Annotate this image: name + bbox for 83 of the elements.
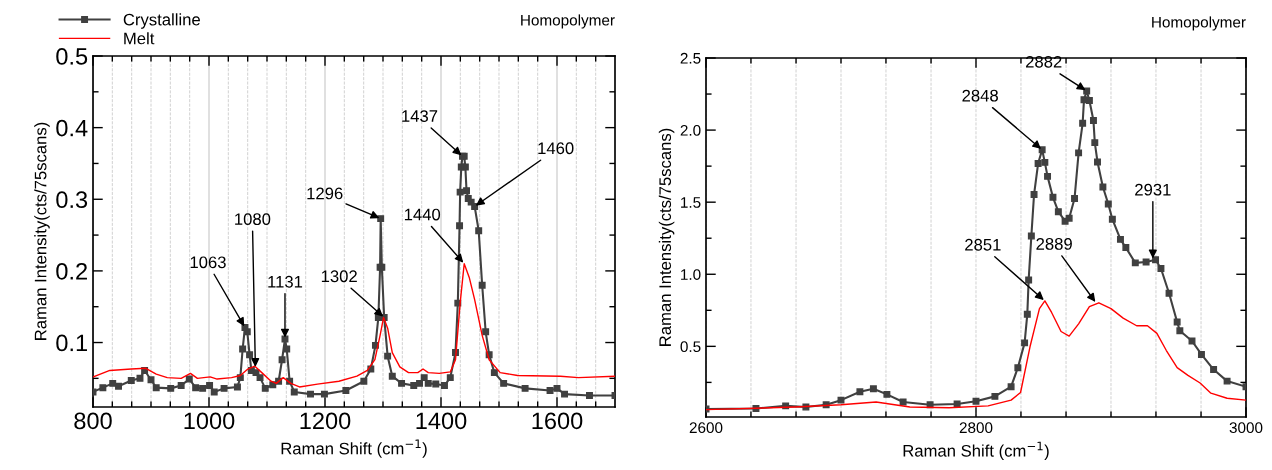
point <box>1223 377 1231 385</box>
y-axis-title: Raman Intensity(cts/75scans) <box>658 128 675 346</box>
point <box>1025 276 1033 284</box>
point <box>1122 244 1130 252</box>
point <box>1054 208 1062 216</box>
point <box>1176 327 1184 335</box>
annotation: 2931 <box>1135 183 1171 196</box>
point <box>972 397 980 405</box>
point <box>991 392 999 400</box>
point <box>1044 172 1052 180</box>
y-tick-label: 0.3 <box>56 191 88 209</box>
point <box>1089 117 1097 125</box>
point <box>1030 191 1038 199</box>
point <box>1142 258 1150 266</box>
point <box>1021 339 1029 347</box>
point <box>1071 194 1079 202</box>
annotation: 1131 <box>268 275 303 288</box>
x-tick-label: 1400 <box>416 412 467 430</box>
annotation: 1460 <box>538 142 574 155</box>
point <box>1131 259 1139 267</box>
point <box>899 398 907 406</box>
y-tick-label: 0.2 <box>56 262 87 280</box>
y-tick-label: 0.4 <box>56 119 88 137</box>
annotation: 2848 <box>962 89 998 102</box>
point <box>1094 158 1101 166</box>
x-tick-label: 1600 <box>532 412 583 430</box>
point <box>1014 364 1022 372</box>
y-tick-label: 2.5 <box>680 52 701 64</box>
point <box>1157 265 1165 272</box>
point <box>837 396 845 404</box>
y-tick-label: 0.5 <box>56 48 88 65</box>
point <box>1165 289 1173 297</box>
annotation: 1296 <box>307 187 343 200</box>
legend-label: Crystalline <box>123 13 200 29</box>
annotation: 1063 <box>190 256 226 269</box>
y-axis-title: Raman Intensity(cts/75scans) <box>34 122 50 340</box>
point <box>1152 256 1160 264</box>
point <box>1007 383 1015 391</box>
annotation: 1437 <box>402 110 438 122</box>
point <box>1091 139 1099 147</box>
x-tick-label: 1000 <box>184 412 235 430</box>
point <box>1049 193 1057 201</box>
point <box>1108 215 1116 223</box>
x-tick-label: 2600 <box>689 422 723 434</box>
point <box>883 390 891 398</box>
point <box>1085 97 1093 105</box>
annotation: 2889 <box>1036 238 1072 250</box>
point <box>1065 214 1073 222</box>
annotation: 2882 <box>1026 55 1062 68</box>
point <box>1023 310 1031 318</box>
point <box>1210 366 1218 374</box>
annotation: 2851 <box>965 238 1001 251</box>
annotation: 1302 <box>321 270 357 283</box>
point <box>953 400 961 408</box>
y-tick-label: 2.0 <box>680 124 701 136</box>
point <box>1197 350 1205 358</box>
point <box>1116 235 1124 243</box>
x-axis-title: Raman Shift (cm$^{−1}$) <box>903 441 1049 460</box>
annotation: 1440 <box>404 208 441 221</box>
point <box>1041 158 1049 166</box>
point <box>1027 232 1035 240</box>
annotation: 1080 <box>235 213 271 226</box>
y-tick-label: 1.0 <box>681 269 701 280</box>
legend-label: Melt <box>124 32 155 45</box>
point <box>1099 183 1107 191</box>
point <box>1173 318 1181 326</box>
chart-title: Homopolymer <box>521 14 615 29</box>
chart-title: Homopolymer <box>1152 16 1246 31</box>
x-tick-label: 800 <box>74 412 112 430</box>
x-axis-title: Raman Shift (cm$^{−1}$) <box>281 439 427 458</box>
point <box>856 388 864 396</box>
point <box>1075 149 1083 157</box>
x-tick-label: 2800 <box>959 422 993 434</box>
point <box>1079 119 1087 127</box>
y-tick-label: 0.5 <box>680 341 701 353</box>
point <box>1038 146 1046 154</box>
point <box>1034 160 1042 168</box>
y-tick-label: 0.1 <box>56 334 87 352</box>
point <box>869 385 877 393</box>
y-tick-label: 1.5 <box>681 197 701 208</box>
point <box>1104 200 1112 208</box>
x-tick-label: 3000 <box>1229 422 1263 434</box>
x-tick-label: 1200 <box>300 412 351 430</box>
